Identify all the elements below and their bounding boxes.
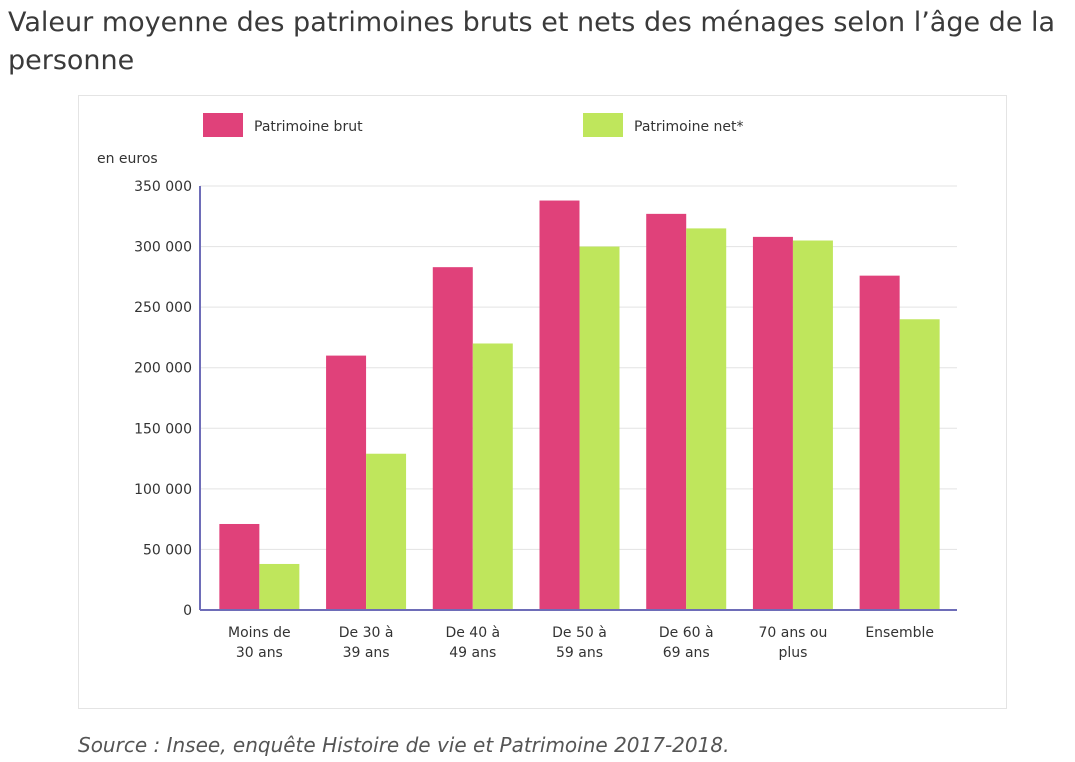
chart-container — [78, 95, 1007, 709]
bar-brut — [859, 275, 900, 610]
legend-swatch — [583, 113, 623, 137]
bar-net — [472, 343, 513, 610]
bar-net — [686, 228, 727, 610]
y-tick-label: 250 000 — [134, 300, 192, 316]
y-tick-label: 100 000 — [134, 482, 192, 498]
x-tick-label: 49 ans — [449, 645, 496, 661]
x-tick-label: Moins de — [228, 625, 291, 641]
x-tick-label: De 50 à — [552, 625, 607, 641]
bar-brut — [219, 523, 260, 610]
y-tick-label: 50 000 — [143, 542, 192, 558]
x-tick-label: De 40 à — [445, 625, 500, 641]
bar-chart: 0 50 000 100 000 150 000 200 000 250 000 300 0… — [97, 113, 957, 661]
y-tick-label: 300 000 — [134, 240, 192, 256]
bar-net — [366, 453, 407, 610]
bar-brut — [646, 213, 687, 610]
bar-net — [259, 563, 300, 610]
x-tick-label: 69 ans — [663, 645, 710, 661]
x-tick-label: De 30 à — [339, 625, 394, 641]
bar-net — [899, 319, 940, 610]
bar-net — [792, 240, 833, 610]
y-tick-label: 150 000 — [134, 421, 192, 437]
y-tick-label: 200 000 — [134, 361, 192, 377]
x-tick-label: 70 ans ou — [758, 625, 827, 641]
source-note: Source : Insee, enquête Histoire de vie … — [78, 733, 730, 757]
x-tick-label: plus — [778, 645, 807, 661]
y-axis-label: en euros — [97, 151, 158, 167]
x-tick-label: Ensemble — [865, 625, 934, 641]
y-tick-label: 0 — [183, 603, 192, 619]
bar-brut — [326, 355, 367, 610]
legend-label: Patrimoine net* — [634, 119, 744, 135]
x-tick-label: 59 ans — [556, 645, 603, 661]
x-tick-label: De 60 à — [659, 625, 714, 641]
chart-title: Valeur moyenne des patrimoines bruts et … — [8, 7, 1056, 76]
bar-brut — [432, 267, 473, 610]
x-tick-label: 30 ans — [236, 645, 283, 661]
bar-brut — [539, 200, 580, 610]
legend-label: Patrimoine brut — [254, 119, 363, 135]
x-tick-label: 39 ans — [343, 645, 390, 661]
bar-brut — [752, 236, 793, 610]
y-tick-label: 350 000 — [134, 179, 192, 195]
legend-swatch — [203, 113, 243, 137]
bar-net — [579, 246, 620, 611]
